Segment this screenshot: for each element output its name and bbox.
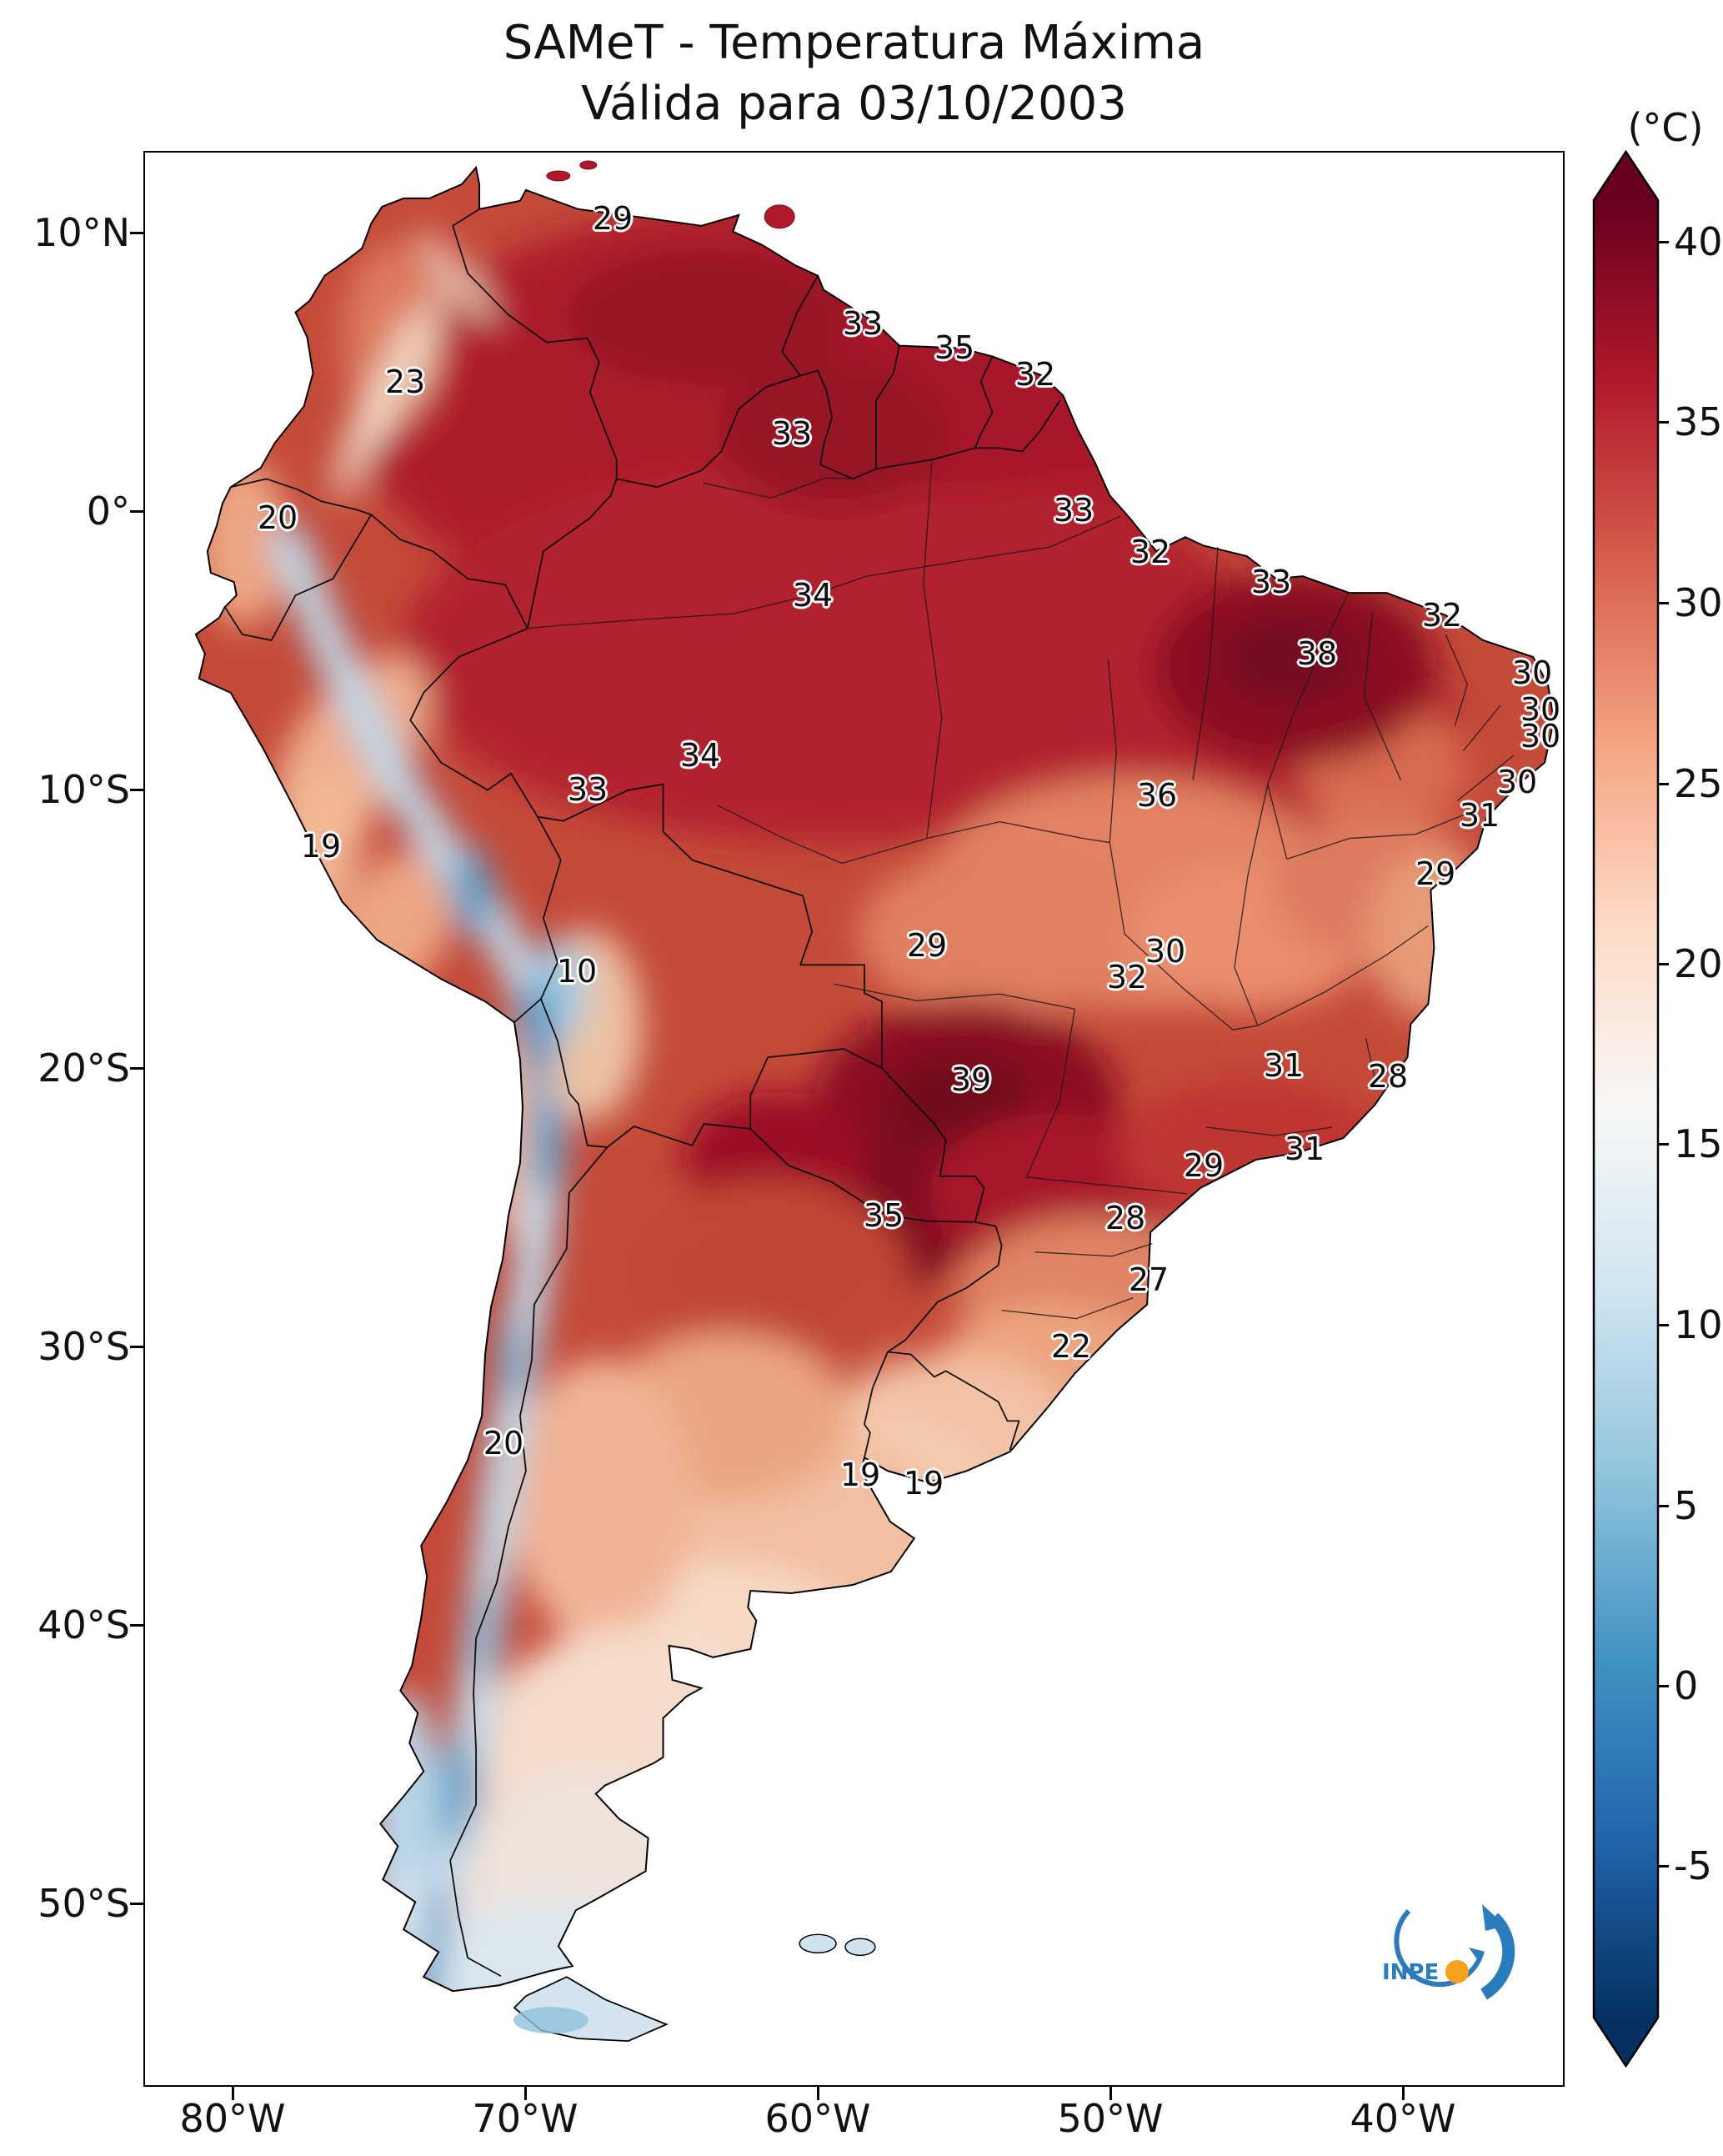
lat-tick-mark: [130, 1623, 143, 1627]
falkland-islands: [799, 1933, 876, 1957]
inpe-logo: INPE: [1382, 1904, 1515, 2000]
lon-tick-mark: [1109, 2087, 1112, 2100]
coastline: [194, 165, 1555, 1993]
caribbean-islands: [546, 160, 795, 229]
colorbar-tick-label: 30: [1674, 580, 1723, 625]
colorbar-tick-label: 35: [1674, 399, 1723, 444]
lat-tick-label: 10°N: [33, 210, 130, 255]
colorbar-tick-label: 15: [1674, 1121, 1723, 1166]
temperature-field: [197, 201, 1500, 1992]
figure-title-block: SAMeT - Temperatura Máxima Válida para 0…: [143, 13, 1565, 135]
lon-tick-mark: [231, 2087, 234, 2100]
inpe-swirl-icon: [1394, 1904, 1515, 2000]
lat-tick-label: 20°S: [38, 1045, 130, 1091]
colorbar-tick-label: 25: [1674, 761, 1723, 806]
colorbar-tick-label: 40: [1674, 219, 1723, 264]
colorbar: [1592, 149, 1660, 2068]
colorbar-tick-label: 5: [1674, 1483, 1699, 1528]
lon-tick-label: 60°W: [764, 2096, 871, 2141]
colorbar-tick-label: -5: [1674, 1843, 1712, 1888]
lon-tick-mark: [1401, 2087, 1405, 2100]
lat-tick-label: 10°S: [38, 767, 130, 812]
colorbar-extend-bottom: [1594, 2018, 1658, 2066]
colorbar-gradient-bar: [1594, 200, 1658, 2018]
lon-tick-mark: [816, 2087, 819, 2100]
lon-tick-label: 70°W: [472, 2096, 579, 2141]
lat-tick-label: 40°S: [38, 1602, 130, 1647]
tierra-del-fuego: [513, 1976, 669, 2042]
lat-tick-mark: [130, 788, 143, 791]
lat-tick-mark: [130, 231, 143, 234]
lon-tick-label: 50°W: [1057, 2096, 1164, 2141]
colorbar-tick-label: 0: [1674, 1663, 1699, 1708]
colorbar-unit-label: (°C): [1627, 105, 1704, 150]
map-subtitle: Válida para 03/10/2003: [581, 76, 1127, 131]
lat-tick-mark: [130, 1902, 143, 1905]
lat-tick-mark: [130, 1066, 143, 1070]
colorbar-extend-top: [1594, 152, 1658, 200]
colorbar-tick-label: 10: [1674, 1302, 1723, 1347]
lat-tick-label: 30°S: [38, 1324, 130, 1369]
lon-tick-label: 40°W: [1350, 2096, 1456, 2141]
colorbar-outline: [1592, 149, 1660, 2068]
south-america-map: [194, 160, 1555, 2042]
lon-tick-mark: [523, 2087, 527, 2100]
colorbar-tick-label: 20: [1674, 941, 1723, 986]
lat-tick-label: 0°: [86, 489, 130, 534]
state-borders: [527, 461, 1515, 1320]
map-title: SAMeT - Temperatura Máxima: [503, 16, 1205, 70]
lon-tick-label: 80°W: [179, 2096, 286, 2141]
lat-tick-mark: [130, 509, 143, 513]
country-borders: [224, 208, 1061, 2039]
inpe-logo-text: INPE: [1382, 1960, 1439, 1985]
lat-tick-label: 50°S: [38, 1881, 130, 1926]
map-plot-area: [143, 151, 1565, 2087]
lat-tick-mark: [130, 1345, 143, 1348]
